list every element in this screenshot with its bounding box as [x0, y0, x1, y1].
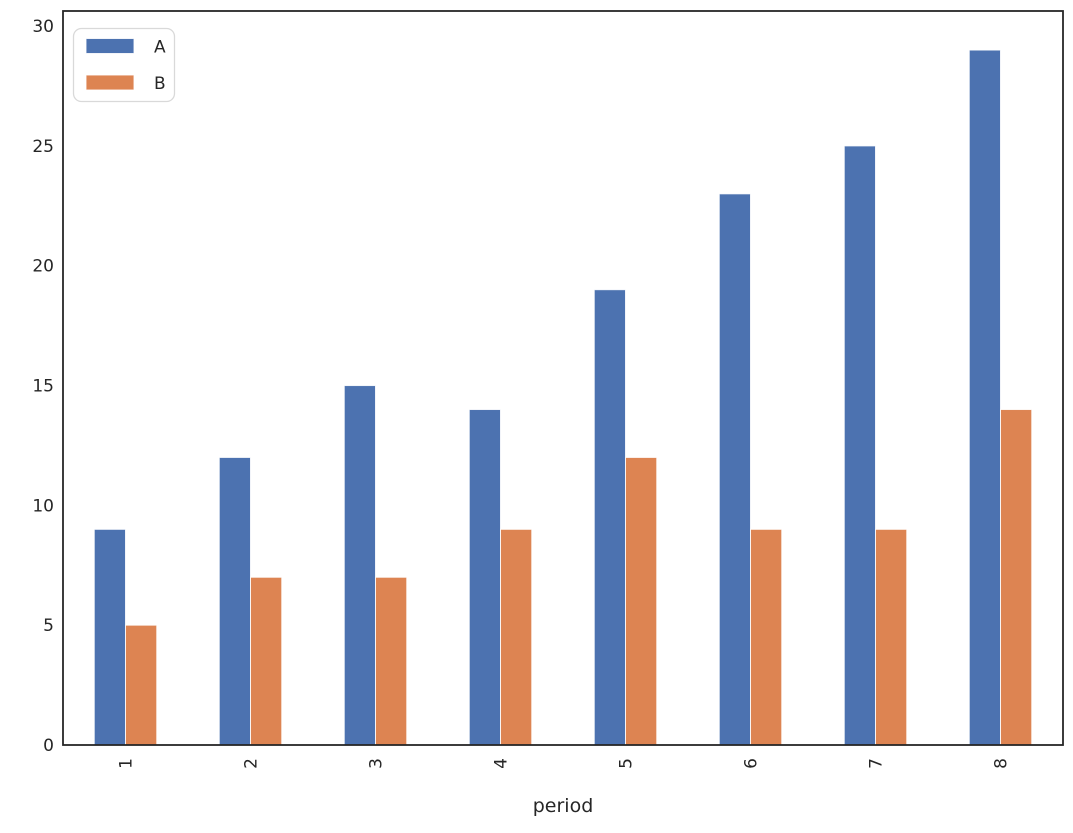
bar-A-7: [843, 145, 876, 746]
y-tick-label: 30: [32, 17, 54, 37]
bar-B-8: [1000, 409, 1033, 746]
bar-B-3: [375, 576, 408, 746]
bar-A-3: [343, 385, 376, 746]
x-tick-label: 6: [742, 758, 762, 769]
bar-A-8: [968, 49, 1001, 746]
y-tick-label: 10: [32, 496, 54, 516]
x-tick-label: 7: [867, 758, 887, 769]
y-tick-label: 0: [43, 736, 54, 756]
x-tick-label: 3: [367, 758, 387, 769]
bar-A-6: [718, 193, 751, 746]
bar-A-4: [468, 409, 501, 746]
y-tick-label: 5: [43, 616, 54, 636]
bar-B-5: [625, 456, 658, 746]
bar-B-7: [875, 528, 908, 746]
bar-B-4: [500, 528, 533, 746]
legend-swatch-B: [85, 74, 135, 91]
legend: AB: [72, 27, 176, 103]
x-tick-label: 8: [992, 758, 1012, 769]
x-tick-label: 4: [492, 758, 512, 769]
bar-B-6: [750, 528, 783, 746]
legend-label-A: A: [154, 38, 166, 58]
bar-A-2: [218, 456, 251, 746]
x-axis-label: period: [533, 795, 594, 817]
bar-A-1: [93, 528, 126, 746]
y-tick-label: 15: [32, 377, 54, 397]
bar-B-2: [250, 576, 283, 746]
y-tick-label: 25: [32, 137, 54, 157]
plot-area: [63, 11, 1063, 745]
legend-swatch-A: [85, 38, 135, 54]
bar-B-1: [125, 624, 158, 746]
plot-border: [62, 10, 1064, 746]
x-tick-label: 2: [242, 758, 262, 769]
y-tick-label: 20: [32, 257, 54, 277]
bar-A-5: [593, 289, 626, 746]
legend-label-B: B: [154, 74, 166, 94]
x-tick-label: 1: [117, 758, 137, 769]
x-tick-label: 5: [617, 758, 637, 769]
